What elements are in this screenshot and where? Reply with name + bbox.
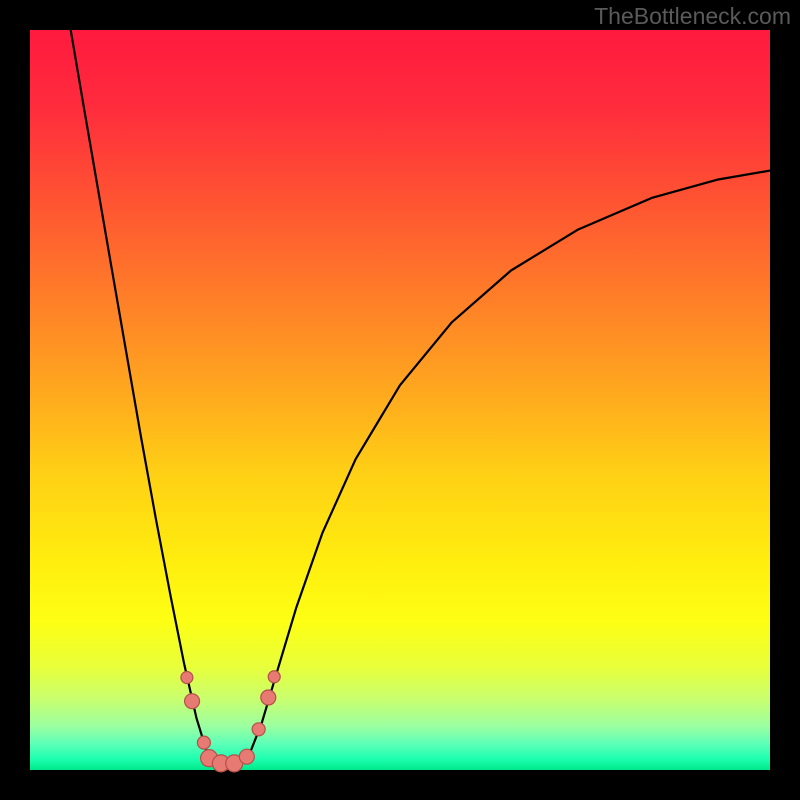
bottleneck-curve-chart	[0, 0, 800, 800]
chart-frame: TheBottleneck.com	[0, 0, 800, 800]
watermark-text: TheBottleneck.com	[594, 3, 791, 30]
